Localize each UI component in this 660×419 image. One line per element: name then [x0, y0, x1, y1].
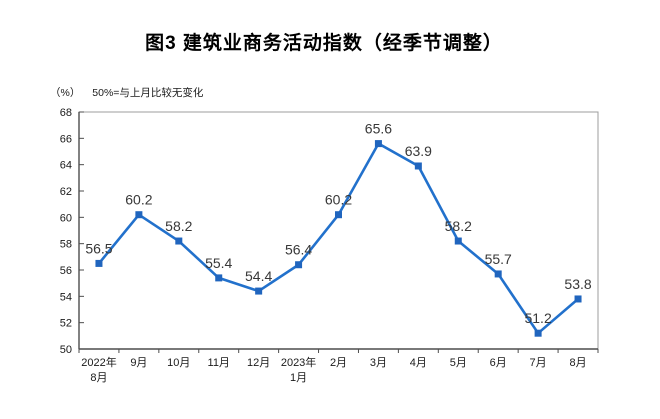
data-point-marker	[215, 274, 223, 282]
data-point-label: 60.2	[125, 192, 152, 208]
data-point-label: 56.4	[285, 242, 312, 258]
data-point-label: 55.4	[205, 255, 232, 271]
data-point-marker	[175, 237, 183, 245]
x-axis-category-label: 4月	[410, 357, 427, 369]
y-axis-tick-label: 64	[60, 160, 72, 172]
x-axis-category-label: 2月	[330, 357, 347, 369]
data-point-label: 54.4	[245, 268, 272, 284]
y-axis-unit-label: （%）	[50, 87, 81, 99]
data-point-label: 56.5	[85, 240, 112, 256]
chart-subtitle: （%） 50%=与上月比较无变化	[50, 85, 203, 100]
data-point-label: 58.2	[165, 218, 192, 234]
data-point-marker	[95, 259, 103, 267]
data-point-marker	[454, 237, 462, 245]
y-axis-tick-label: 68	[60, 107, 72, 119]
y-axis-tick-label: 66	[60, 133, 72, 145]
y-axis-tick-label: 60	[60, 212, 72, 224]
data-point-marker	[335, 211, 342, 219]
x-axis-category-label: 6月	[490, 357, 507, 369]
x-axis-category-label: 9月	[130, 357, 147, 369]
x-axis-category-label: 8月	[569, 357, 586, 369]
data-point-marker	[135, 211, 143, 219]
chart-title: 图3 建筑业商务活动指数（经季节调整）	[145, 33, 503, 54]
data-point-label: 58.2	[445, 218, 472, 234]
x-axis-category-label: 10月	[167, 357, 190, 369]
data-point-marker	[494, 270, 502, 278]
y-axis-tick-label: 62	[60, 186, 72, 198]
data-point-marker	[374, 140, 382, 148]
x-axis-category-label: 5月	[450, 357, 467, 369]
x-axis-category-label: 3月	[370, 357, 387, 369]
data-point-label: 60.2	[325, 192, 352, 208]
x-axis-category-label: 1月	[290, 372, 307, 384]
data-point-label: 51.2	[524, 310, 551, 326]
y-axis-tick-label: 50	[60, 344, 72, 356]
data-point-marker	[414, 162, 422, 170]
y-axis-tick-label: 54	[60, 291, 72, 303]
x-axis-category-label: 2022年	[81, 355, 116, 369]
y-axis-tick-label: 58	[60, 239, 72, 251]
data-point-marker	[534, 329, 542, 337]
data-point-label: 65.6	[365, 121, 392, 137]
y-axis-tick-label: 56	[60, 265, 72, 277]
y-axis-tick-label: 52	[60, 318, 72, 330]
data-point-label: 55.7	[485, 251, 512, 267]
data-point-marker	[295, 261, 303, 269]
series-line	[97, 142, 580, 335]
axis-note: 50%=与上月比较无变化	[92, 87, 204, 99]
x-axis-category-label: 12月	[247, 357, 270, 369]
data-point-label: 63.9	[405, 143, 432, 159]
x-axis-category-label: 11月	[208, 357, 230, 369]
data-point-marker	[574, 295, 582, 303]
plot-area-border	[78, 111, 599, 350]
x-axis-category-label: 7月	[530, 357, 547, 369]
x-axis-category-label: 2023年	[281, 355, 316, 369]
data-point-label: 53.8	[564, 276, 591, 292]
data-point-marker	[255, 287, 263, 295]
x-axis-category-label: 8月	[90, 372, 107, 384]
